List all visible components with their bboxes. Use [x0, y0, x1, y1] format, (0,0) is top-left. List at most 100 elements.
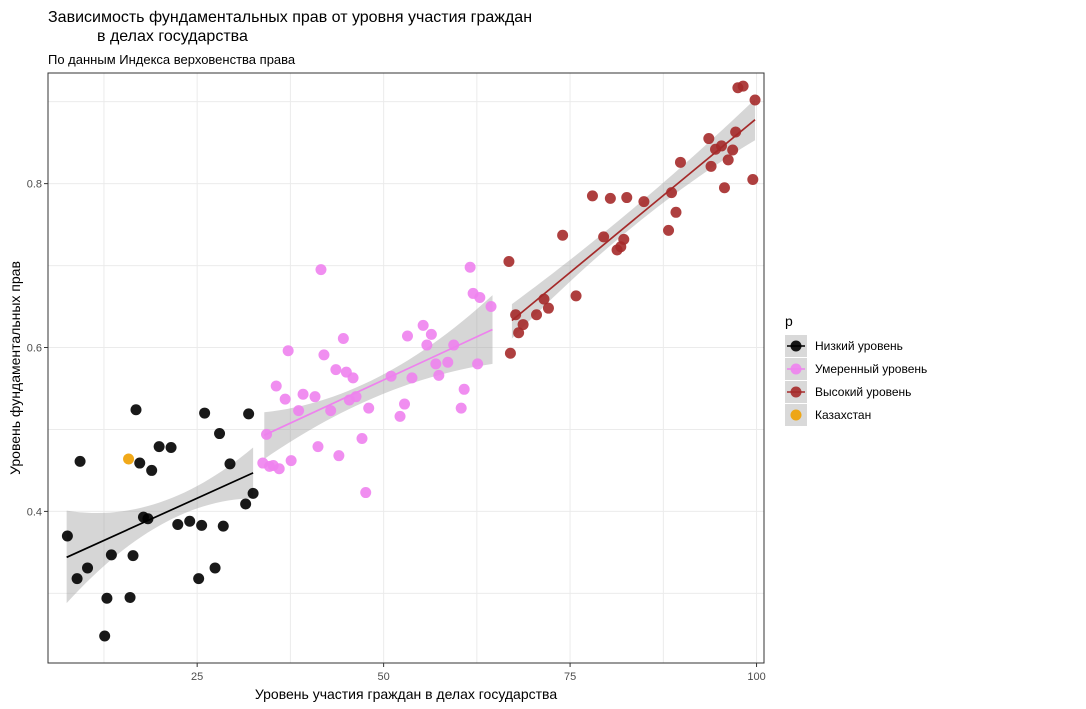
confidence-band [66, 447, 254, 604]
grid [48, 73, 764, 663]
data-point [247, 487, 259, 499]
data-point [430, 358, 442, 370]
data-point [240, 498, 252, 510]
confidence-band [511, 99, 756, 339]
data-point [193, 573, 205, 585]
confidence-band [264, 295, 493, 459]
data-point [127, 550, 139, 562]
data-points [61, 80, 761, 642]
data-point [224, 458, 236, 470]
legend-label: Низкий уровень [815, 339, 903, 353]
legend: p Низкий уровень Умеренный уровень Высокий… [785, 313, 927, 426]
data-point [123, 453, 135, 465]
x-axis-title: Уровень участия граждан в делах государс… [255, 686, 557, 702]
data-point [325, 405, 337, 417]
data-point [730, 126, 742, 138]
x-axis: 25 50 75 100 [191, 663, 766, 683]
panel-border [47, 72, 765, 664]
legend-key-point [790, 409, 802, 421]
fit-line [66, 472, 254, 559]
data-point [513, 327, 525, 339]
data-point [737, 80, 749, 92]
data-point [417, 319, 429, 331]
data-point [474, 292, 486, 304]
chart-subtitle: По данным Индекса верховенства права [48, 52, 296, 67]
data-point [134, 457, 146, 469]
y-tick-label: 0.6 [27, 343, 42, 355]
confidence-bands [66, 99, 756, 604]
data-point [105, 549, 117, 561]
data-point [199, 407, 211, 419]
data-point [663, 224, 675, 236]
plot-panel [47, 72, 765, 664]
legend-items: Низкий уровень Умеренный уровень Высокий у… [785, 335, 927, 426]
data-point [531, 309, 543, 321]
data-point [598, 231, 610, 243]
data-point [146, 464, 158, 476]
data-point [670, 206, 682, 218]
data-point [209, 562, 221, 574]
data-point [99, 630, 111, 642]
data-point [718, 182, 730, 194]
data-point [243, 408, 255, 420]
data-point [638, 196, 650, 208]
data-point [464, 261, 476, 273]
data-point [399, 398, 411, 410]
x-tick-label: 50 [378, 671, 390, 683]
fit-line [263, 328, 493, 436]
data-point [421, 339, 433, 351]
data-point [71, 573, 83, 585]
y-tick-label: 0.8 [27, 179, 42, 191]
data-point [363, 402, 375, 414]
data-point [705, 160, 717, 172]
data-point [472, 358, 484, 370]
fit-line [511, 119, 756, 322]
x-tick-label: 25 [191, 671, 203, 683]
data-point [184, 515, 196, 527]
legend-key-point [790, 340, 802, 352]
legend-label: Высокий уровень [815, 385, 911, 399]
legend-title: p [785, 313, 793, 329]
data-point [442, 356, 454, 368]
data-point [282, 345, 294, 357]
data-point [618, 233, 630, 245]
legend-label: Казахстан [815, 408, 871, 422]
data-point [309, 391, 321, 403]
data-point [165, 441, 177, 453]
data-point [542, 302, 554, 314]
data-point [273, 463, 285, 475]
y-axis: 0.4 0.6 0.8 [27, 179, 48, 518]
data-point [285, 455, 297, 467]
data-point [74, 455, 86, 467]
legend-label: Умеренный уровень [815, 362, 927, 376]
data-point [406, 372, 418, 384]
x-tick-label: 75 [564, 671, 576, 683]
data-point [312, 441, 324, 453]
chart-title-line1: Зависимость фундаментальных прав от уров… [48, 9, 532, 26]
panel-background [48, 73, 764, 663]
data-point [621, 192, 633, 204]
data-point [330, 364, 342, 376]
data-point [101, 592, 113, 604]
data-point [196, 519, 208, 531]
data-point [433, 369, 445, 381]
y-axis-title: Уровень фундаментальных прав [7, 261, 23, 475]
data-point [82, 562, 94, 574]
y-tick-label: 0.4 [27, 506, 42, 518]
data-point [360, 487, 372, 499]
data-point [749, 94, 761, 106]
data-point [604, 192, 616, 204]
data-point [279, 393, 291, 405]
fit-lines [66, 119, 756, 559]
data-point [61, 530, 73, 542]
data-point [130, 404, 142, 416]
data-point [401, 330, 413, 342]
data-point [703, 133, 715, 145]
data-point [297, 388, 309, 400]
data-point [747, 174, 759, 186]
data-point [425, 328, 437, 340]
data-point [356, 432, 368, 444]
data-point [485, 301, 497, 313]
data-point [347, 372, 359, 384]
